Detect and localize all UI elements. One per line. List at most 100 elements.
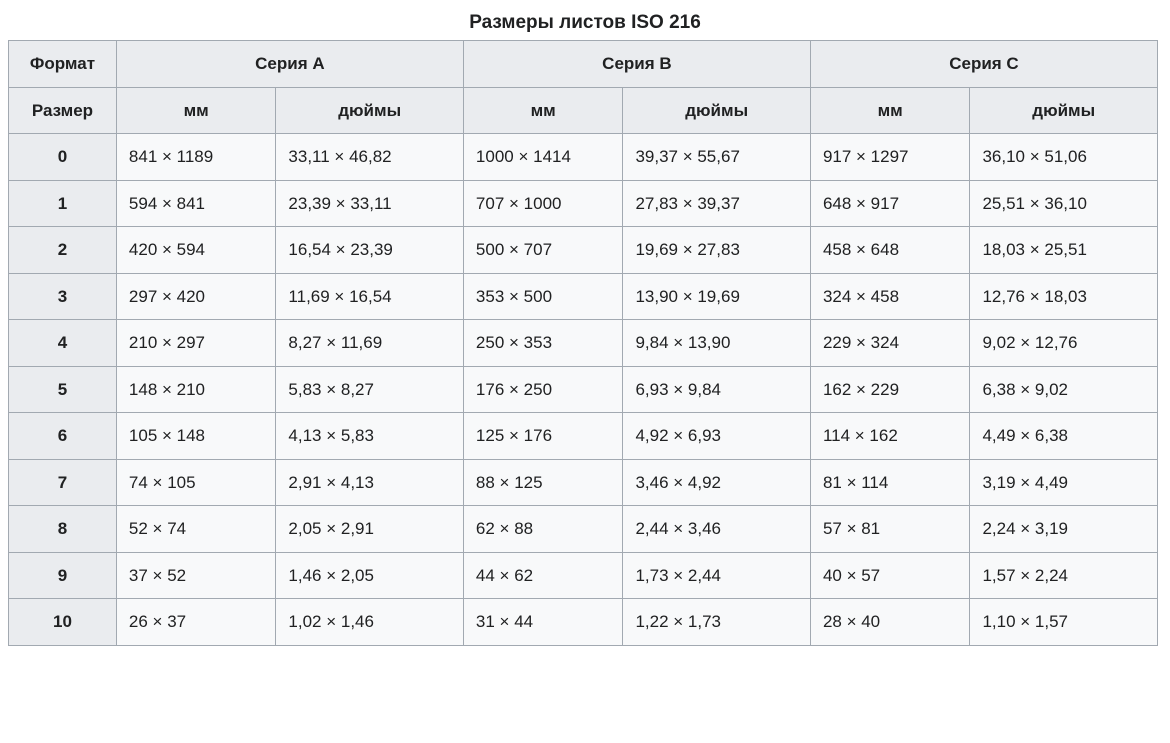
cell-size: 9	[9, 552, 117, 599]
cell-b-in: 39,37 × 55,67	[623, 134, 811, 181]
cell-b-in: 1,22 × 1,73	[623, 599, 811, 646]
table-row: 6105 × 1484,13 × 5,83125 × 1764,92 × 6,9…	[9, 413, 1158, 460]
cell-c-in: 1,57 × 2,24	[970, 552, 1158, 599]
cell-b-mm: 88 × 125	[463, 459, 623, 506]
table-title: Размеры листов ISO 216	[8, 12, 1162, 34]
cell-b-in: 2,44 × 3,46	[623, 506, 811, 553]
header-a-mm: мм	[116, 87, 276, 134]
cell-b-mm: 500 × 707	[463, 227, 623, 274]
cell-size: 2	[9, 227, 117, 274]
header-b-mm: мм	[463, 87, 623, 134]
cell-a-in: 5,83 × 8,27	[276, 366, 464, 413]
cell-size: 4	[9, 320, 117, 367]
cell-b-mm: 125 × 176	[463, 413, 623, 460]
table-row: 1594 × 84123,39 × 33,11707 × 100027,83 ×…	[9, 180, 1158, 227]
header-format: Формат	[9, 41, 117, 88]
cell-c-mm: 114 × 162	[810, 413, 970, 460]
cell-c-mm: 324 × 458	[810, 273, 970, 320]
cell-a-in: 33,11 × 46,82	[276, 134, 464, 181]
cell-a-mm: 74 × 105	[116, 459, 276, 506]
cell-c-mm: 162 × 229	[810, 366, 970, 413]
cell-size: 5	[9, 366, 117, 413]
cell-a-mm: 594 × 841	[116, 180, 276, 227]
iso216-table: Формат Серия A Серия B Серия C Размер мм…	[8, 40, 1158, 646]
cell-a-mm: 52 × 74	[116, 506, 276, 553]
cell-c-mm: 229 × 324	[810, 320, 970, 367]
cell-a-mm: 297 × 420	[116, 273, 276, 320]
cell-b-in: 4,92 × 6,93	[623, 413, 811, 460]
cell-b-mm: 250 × 353	[463, 320, 623, 367]
table-row: 1026 × 371,02 × 1,4631 × 441,22 × 1,7328…	[9, 599, 1158, 646]
header-c-mm: мм	[810, 87, 970, 134]
cell-a-in: 16,54 × 23,39	[276, 227, 464, 274]
table-row: 4210 × 2978,27 × 11,69250 × 3539,84 × 13…	[9, 320, 1158, 367]
cell-b-mm: 62 × 88	[463, 506, 623, 553]
cell-a-in: 2,05 × 2,91	[276, 506, 464, 553]
cell-c-mm: 648 × 917	[810, 180, 970, 227]
cell-size: 0	[9, 134, 117, 181]
cell-b-mm: 1000 × 1414	[463, 134, 623, 181]
table-row: 0841 × 118933,11 × 46,821000 × 141439,37…	[9, 134, 1158, 181]
cell-size: 10	[9, 599, 117, 646]
cell-a-in: 1,46 × 2,05	[276, 552, 464, 599]
cell-a-mm: 841 × 1189	[116, 134, 276, 181]
header-size: Размер	[9, 87, 117, 134]
cell-c-in: 18,03 × 25,51	[970, 227, 1158, 274]
cell-a-mm: 26 × 37	[116, 599, 276, 646]
header-b-inches: дюймы	[623, 87, 811, 134]
cell-c-mm: 917 × 1297	[810, 134, 970, 181]
cell-c-mm: 40 × 57	[810, 552, 970, 599]
header-a-inches: дюймы	[276, 87, 464, 134]
cell-b-in: 13,90 × 19,69	[623, 273, 811, 320]
cell-c-in: 1,10 × 1,57	[970, 599, 1158, 646]
cell-b-mm: 31 × 44	[463, 599, 623, 646]
cell-c-in: 4,49 × 6,38	[970, 413, 1158, 460]
table-row: 5148 × 2105,83 × 8,27176 × 2506,93 × 9,8…	[9, 366, 1158, 413]
cell-c-mm: 81 × 114	[810, 459, 970, 506]
cell-b-mm: 176 × 250	[463, 366, 623, 413]
header-row-1: Формат Серия A Серия B Серия C	[9, 41, 1158, 88]
cell-b-mm: 44 × 62	[463, 552, 623, 599]
header-series-c: Серия C	[810, 41, 1157, 88]
cell-a-in: 23,39 × 33,11	[276, 180, 464, 227]
cell-a-in: 1,02 × 1,46	[276, 599, 464, 646]
cell-c-mm: 57 × 81	[810, 506, 970, 553]
cell-c-in: 25,51 × 36,10	[970, 180, 1158, 227]
cell-c-in: 9,02 × 12,76	[970, 320, 1158, 367]
cell-a-in: 4,13 × 5,83	[276, 413, 464, 460]
cell-b-in: 9,84 × 13,90	[623, 320, 811, 367]
cell-b-in: 3,46 × 4,92	[623, 459, 811, 506]
cell-b-mm: 353 × 500	[463, 273, 623, 320]
header-row-2: Размер мм дюймы мм дюймы мм дюймы	[9, 87, 1158, 134]
cell-b-in: 6,93 × 9,84	[623, 366, 811, 413]
cell-b-in: 27,83 × 39,37	[623, 180, 811, 227]
cell-c-in: 2,24 × 3,19	[970, 506, 1158, 553]
cell-size: 3	[9, 273, 117, 320]
cell-size: 1	[9, 180, 117, 227]
cell-size: 8	[9, 506, 117, 553]
cell-c-in: 3,19 × 4,49	[970, 459, 1158, 506]
cell-b-in: 19,69 × 27,83	[623, 227, 811, 274]
cell-a-mm: 420 × 594	[116, 227, 276, 274]
cell-size: 6	[9, 413, 117, 460]
cell-a-in: 8,27 × 11,69	[276, 320, 464, 367]
cell-c-mm: 458 × 648	[810, 227, 970, 274]
header-series-b: Серия B	[463, 41, 810, 88]
header-series-a: Серия A	[116, 41, 463, 88]
cell-size: 7	[9, 459, 117, 506]
table-row: 852 × 742,05 × 2,9162 × 882,44 × 3,4657 …	[9, 506, 1158, 553]
cell-b-mm: 707 × 1000	[463, 180, 623, 227]
cell-c-mm: 28 × 40	[810, 599, 970, 646]
cell-c-in: 36,10 × 51,06	[970, 134, 1158, 181]
table-row: 3297 × 42011,69 × 16,54353 × 50013,90 × …	[9, 273, 1158, 320]
table-row: 2420 × 59416,54 × 23,39500 × 70719,69 × …	[9, 227, 1158, 274]
cell-a-mm: 37 × 52	[116, 552, 276, 599]
cell-c-in: 12,76 × 18,03	[970, 273, 1158, 320]
table-row: 937 × 521,46 × 2,0544 × 621,73 × 2,4440 …	[9, 552, 1158, 599]
cell-a-in: 11,69 × 16,54	[276, 273, 464, 320]
cell-b-in: 1,73 × 2,44	[623, 552, 811, 599]
cell-a-mm: 105 × 148	[116, 413, 276, 460]
cell-a-mm: 210 × 297	[116, 320, 276, 367]
cell-a-in: 2,91 × 4,13	[276, 459, 464, 506]
header-c-inches: дюймы	[970, 87, 1158, 134]
